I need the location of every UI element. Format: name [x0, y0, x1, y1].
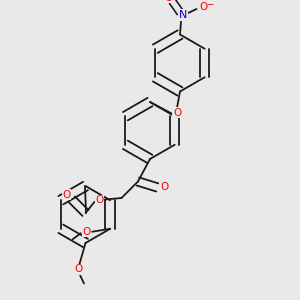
Text: O: O — [95, 195, 104, 206]
Text: O: O — [82, 227, 90, 237]
Text: O: O — [199, 2, 208, 13]
Text: O: O — [75, 264, 83, 274]
Text: O: O — [62, 190, 71, 200]
Text: −: − — [206, 0, 213, 8]
Text: O: O — [160, 182, 168, 193]
Text: O: O — [164, 0, 173, 3]
Text: O: O — [173, 107, 181, 118]
Text: N: N — [179, 10, 187, 20]
